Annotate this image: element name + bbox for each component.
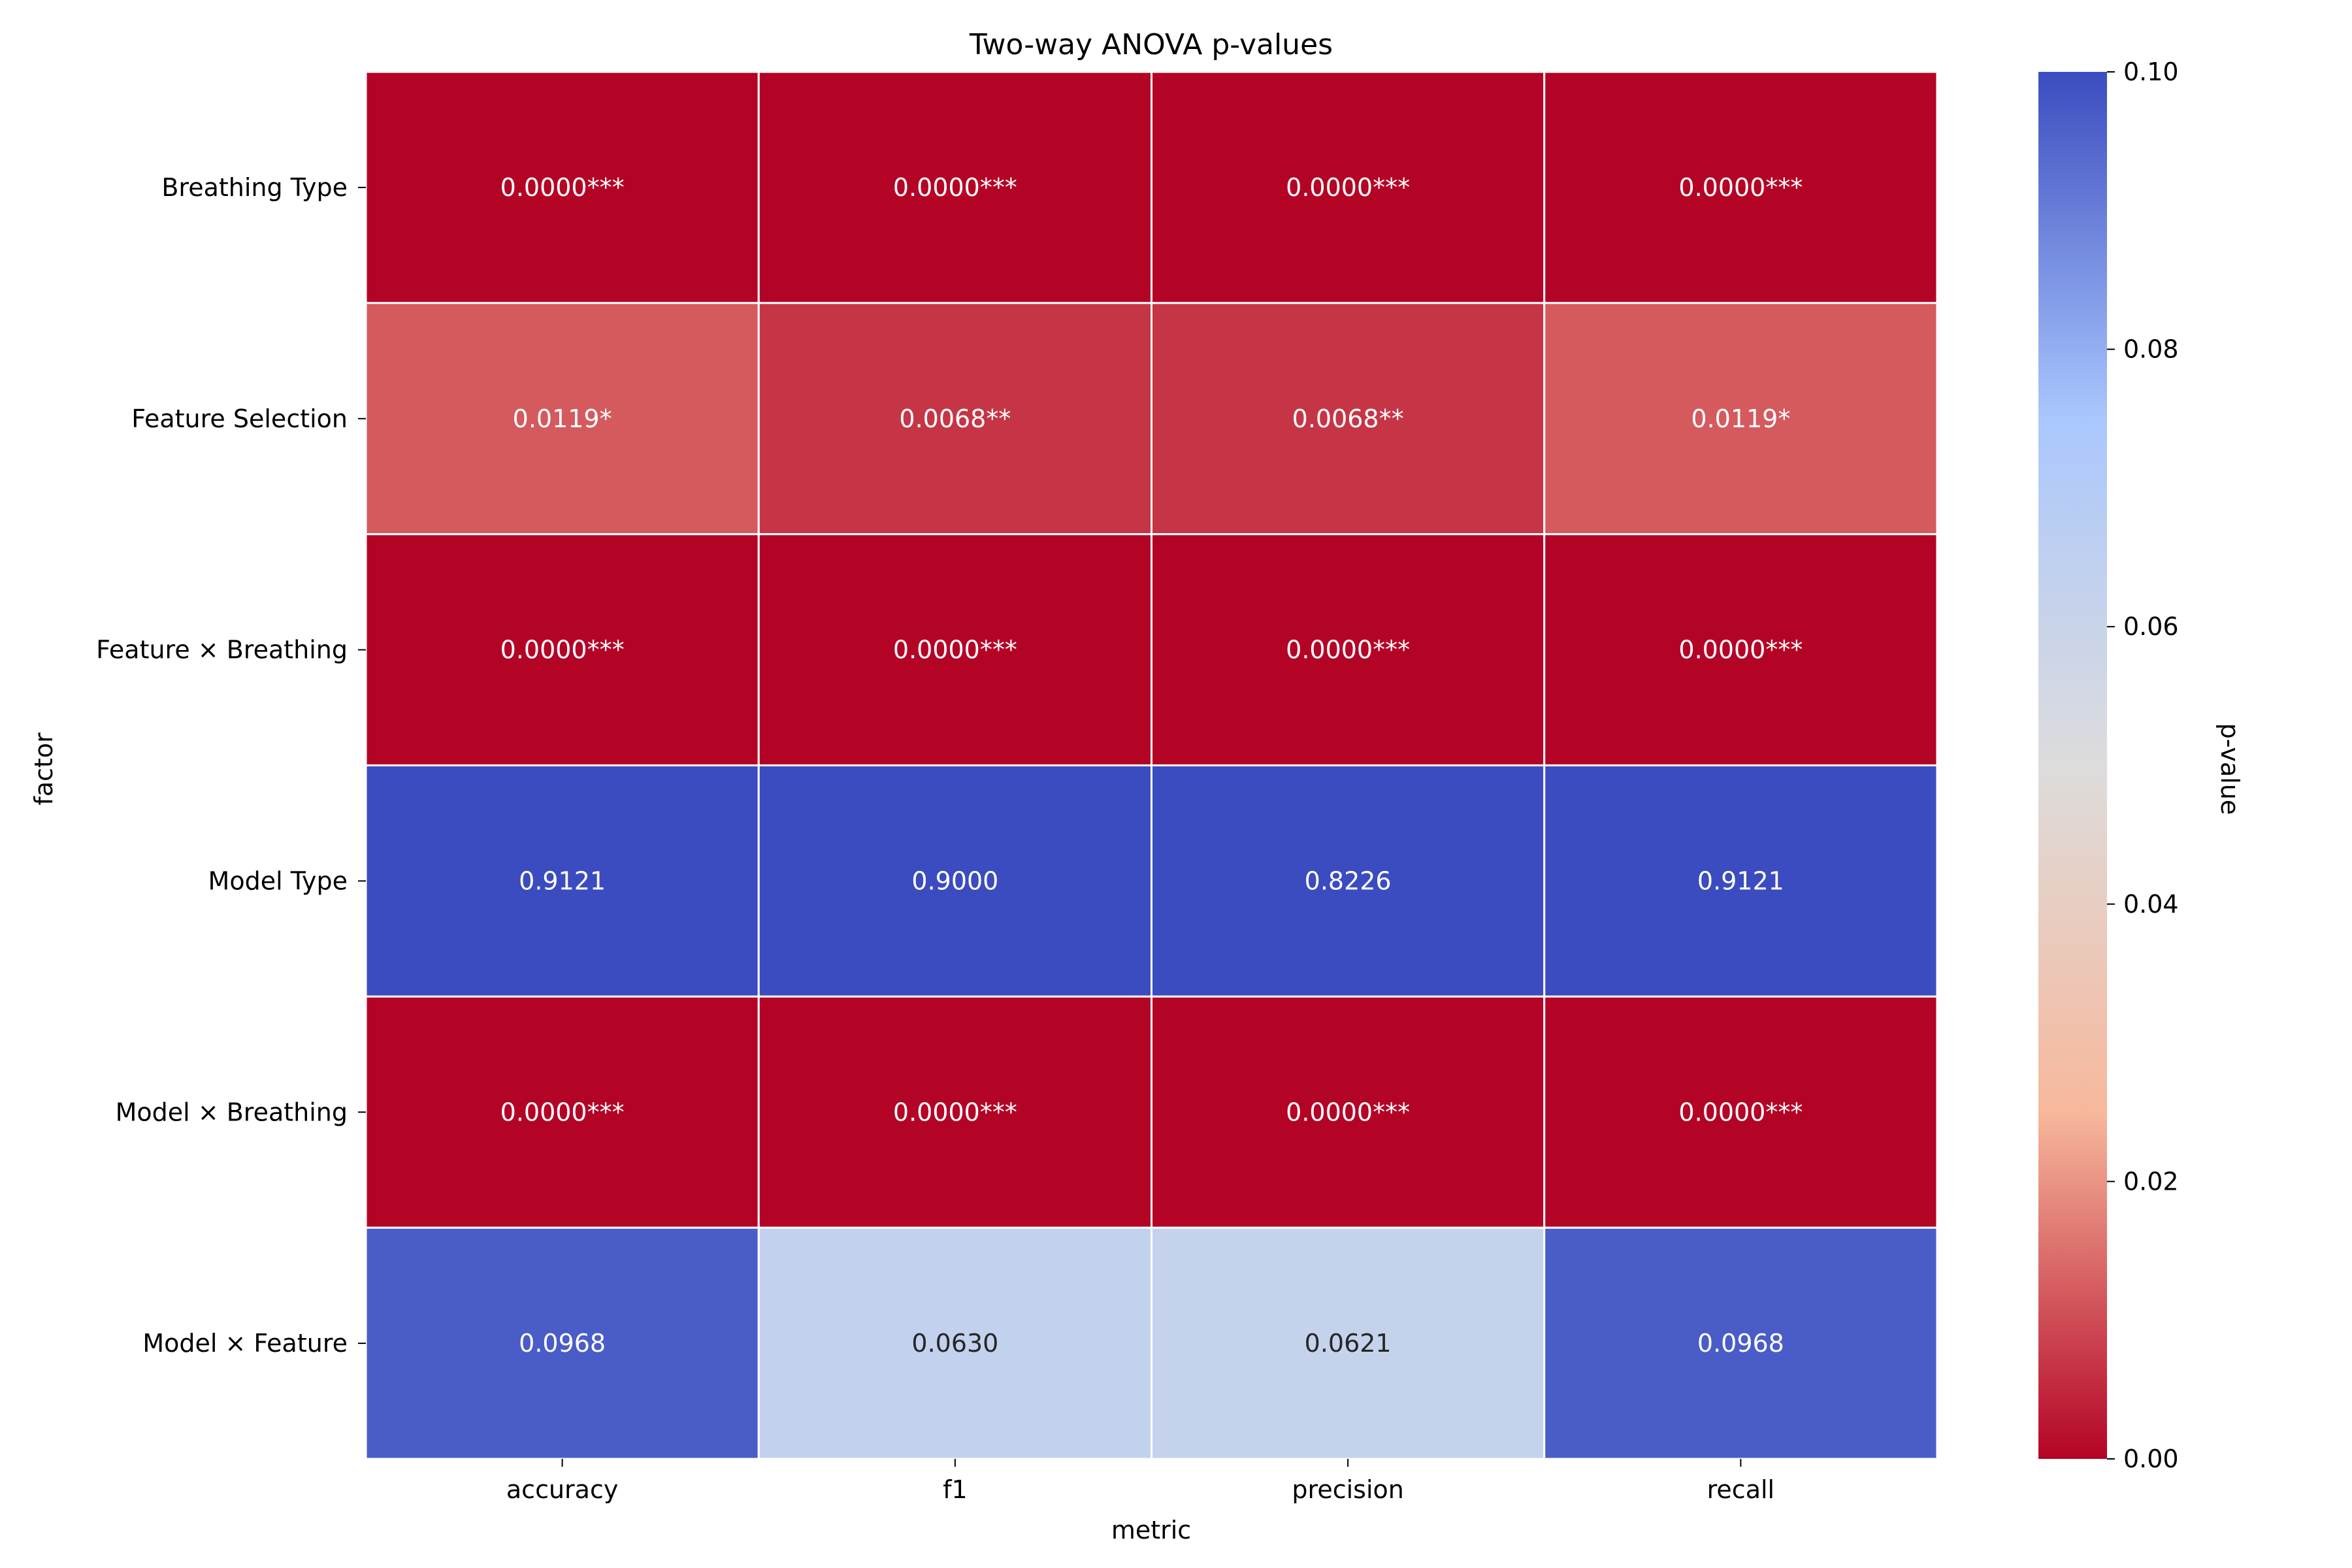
cell-value-label: 0.0000*** bbox=[1678, 1098, 1803, 1126]
cell-value-label: 0.0068** bbox=[1292, 404, 1404, 433]
heatmap-cell bbox=[1543, 533, 1938, 767]
y-tick-labels: Breathing Type Feature Selection Feature ×… bbox=[96, 173, 366, 1358]
heatmap-cell bbox=[1151, 302, 1546, 536]
heatmap-cell bbox=[757, 995, 1152, 1229]
x-tick-label: f1 bbox=[943, 1475, 968, 1504]
heatmap-cell bbox=[1543, 302, 1938, 536]
cell-value-label: 0.0000*** bbox=[893, 173, 1017, 202]
cell-value-label: 0.0068** bbox=[899, 404, 1011, 433]
heatmap-cell bbox=[757, 71, 1152, 304]
cell-value-label: 0.0630 bbox=[911, 1329, 998, 1358]
colorbar bbox=[2038, 72, 2107, 1459]
heatmap-cell bbox=[1543, 71, 1938, 304]
x-tick-label: accuracy bbox=[506, 1475, 618, 1504]
heatmap-cell bbox=[1543, 764, 1938, 998]
colorbar-tick-label: 0.10 bbox=[2123, 57, 2179, 86]
y-tick-label: Model Type bbox=[208, 866, 348, 895]
cell-value-label: 0.0000*** bbox=[1678, 636, 1803, 664]
cell-value-label: 0.0000*** bbox=[500, 173, 625, 202]
cell-value-label: 0.0119* bbox=[513, 404, 612, 433]
y-tick-label: Feature Selection bbox=[131, 404, 348, 433]
heatmap-cell bbox=[757, 302, 1152, 536]
colorbar-tick-label: 0.00 bbox=[2123, 1445, 2179, 1473]
y-tick-label: Feature × Breathing bbox=[96, 636, 348, 664]
cell-value-label: 0.8226 bbox=[1305, 866, 1392, 895]
x-tick-label: recall bbox=[1707, 1475, 1774, 1504]
heatmap-cell bbox=[365, 71, 760, 304]
cell-value-label: 0.9000 bbox=[911, 866, 998, 895]
heatmap-cell bbox=[757, 764, 1152, 998]
heatmap-cell bbox=[1151, 995, 1546, 1229]
heatmap-cell bbox=[365, 302, 760, 536]
cell-value-label: 0.9121 bbox=[519, 866, 606, 895]
y-tick-label: Breathing Type bbox=[161, 173, 348, 202]
y-tick-label: Model × Feature bbox=[142, 1329, 348, 1358]
heatmap-cell bbox=[1151, 1226, 1546, 1460]
colorbar-tick-label: 0.06 bbox=[2123, 612, 2179, 641]
colorbar-tick-label: 0.02 bbox=[2123, 1167, 2179, 1196]
heatmap-cell bbox=[365, 1226, 760, 1460]
heatmap-cell bbox=[757, 533, 1152, 767]
cell-value-label: 0.0000*** bbox=[500, 636, 625, 664]
x-tick-label: precision bbox=[1292, 1475, 1403, 1504]
cell-value-label: 0.9121 bbox=[1697, 866, 1784, 895]
colorbar-ticks: 0.00 0.02 0.04 0.06 0.08 0.10 bbox=[2107, 57, 2179, 1473]
cell-value-label: 0.0000*** bbox=[1286, 173, 1410, 202]
colorbar-tick-label: 0.04 bbox=[2123, 890, 2179, 919]
cell-value-label: 0.0119* bbox=[1691, 404, 1790, 433]
cell-value-label: 0.0000*** bbox=[1286, 1098, 1410, 1126]
heatmap-cell bbox=[1543, 1226, 1938, 1460]
colorbar-label: p-value bbox=[2215, 723, 2244, 815]
cell-value-label: 0.0968 bbox=[1697, 1329, 1784, 1358]
heatmap-cell bbox=[1151, 71, 1546, 304]
heatmap-cell bbox=[365, 995, 760, 1229]
x-tick-labels: accuracy f1 precision recall bbox=[506, 1459, 1774, 1504]
heatmap-cell bbox=[1543, 995, 1938, 1229]
x-axis-title: metric bbox=[1111, 1516, 1191, 1544]
y-tick-label: Model × Breathing bbox=[116, 1098, 348, 1126]
cell-value-label: 0.0621 bbox=[1305, 1329, 1392, 1358]
cell-value-label: 0.0000*** bbox=[893, 636, 1017, 664]
cell-value-label: 0.0968 bbox=[519, 1329, 606, 1358]
chart-title: Two-way ANOVA p-values bbox=[969, 28, 1333, 61]
cell-value-label: 0.0000*** bbox=[1286, 636, 1410, 664]
heatmap-cell bbox=[365, 764, 760, 998]
heatmap-cell bbox=[1151, 764, 1546, 998]
cell-value-label: 0.0000*** bbox=[1678, 173, 1803, 202]
heatmap-cells: 0.0000*** 0.0000*** 0.0000*** 0.0000*** 0.01… bbox=[365, 71, 1938, 1460]
heatmap-cell bbox=[757, 1226, 1152, 1460]
cell-value-label: 0.0000*** bbox=[500, 1098, 625, 1126]
colorbar-tick-label: 0.08 bbox=[2123, 335, 2179, 364]
cell-value-label: 0.0000*** bbox=[893, 1098, 1017, 1126]
y-axis-title: factor bbox=[29, 732, 58, 806]
